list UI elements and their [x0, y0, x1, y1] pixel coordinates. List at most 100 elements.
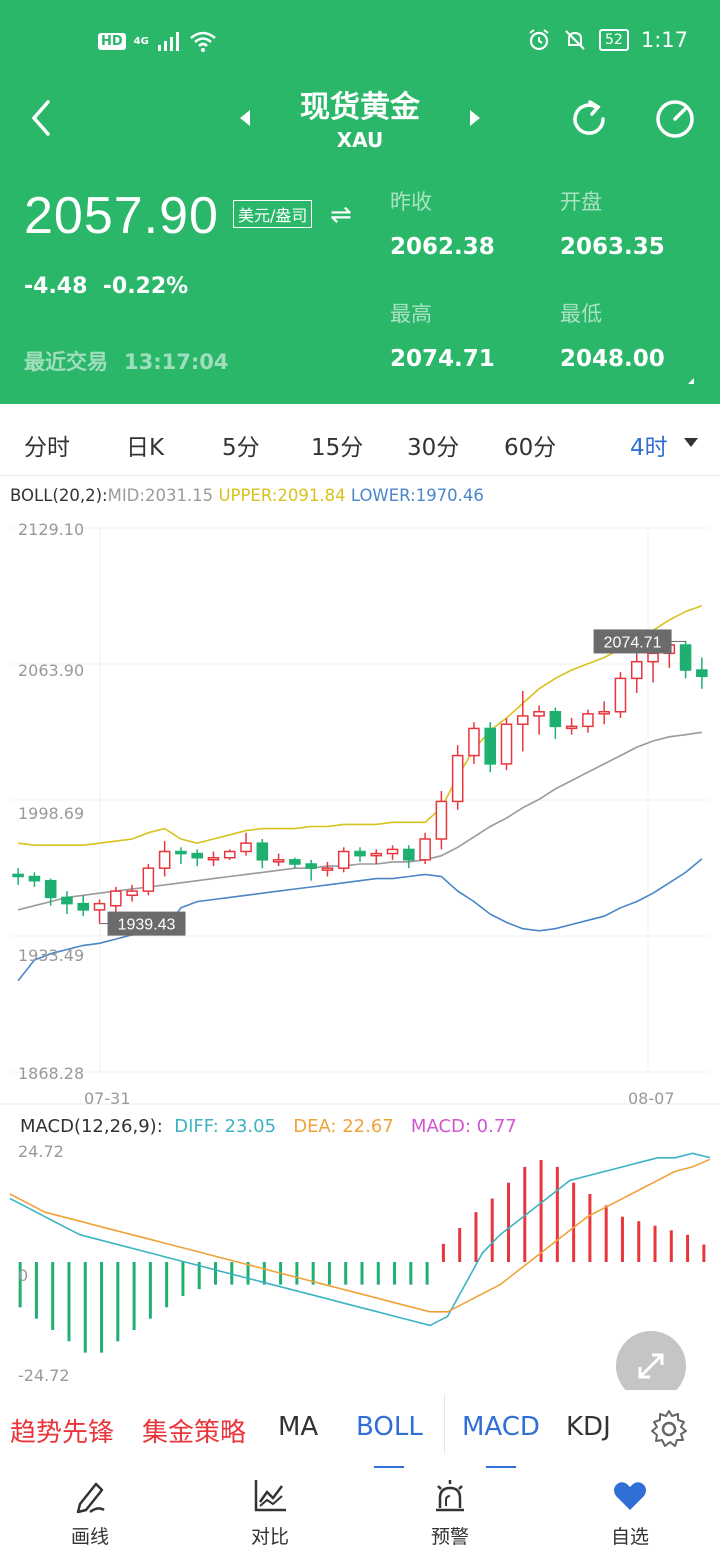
high-annotation-label: 2074.71 [604, 634, 662, 651]
boll-mid: MID:2031.15 [107, 486, 214, 505]
tab-5min[interactable]: 5分 [222, 435, 260, 461]
candle-body [582, 713, 594, 728]
macd-name: MACD(12,26,9): [20, 1116, 163, 1137]
high-label: 最高 [390, 302, 432, 326]
system-indicators: 52 1:17 [527, 28, 688, 52]
status-bar: HD 4G 52 1:17 [0, 22, 720, 66]
unit-toggle[interactable]: 美元/盎司 [233, 200, 313, 228]
tab-daily[interactable]: 日K [126, 435, 165, 461]
tab-15min[interactable]: 15分 [311, 435, 364, 461]
candle-body [191, 852, 204, 859]
signal-icon [157, 32, 179, 51]
macd-y-tick-label: -24.72 [18, 1366, 70, 1385]
gear-icon[interactable] [648, 1408, 690, 1450]
bottom-navigation: 画线 对比 预警 自选 [0, 1468, 720, 1560]
high-value: 2074.71 [390, 346, 495, 372]
prev-close-value: 2062.38 [390, 234, 495, 260]
last-trade-time: 13:17:04 [124, 350, 229, 374]
boll-name: BOLL(20,2): [10, 486, 108, 505]
macd-legend: MACD(12,26,9): DIFF: 23.05 DEA: 22.67 MA… [20, 1116, 517, 1137]
boll-upper-line [18, 604, 703, 847]
candle-body [435, 800, 448, 840]
candle-body [516, 715, 529, 726]
prev-close-label: 昨收 [390, 190, 432, 214]
nav-draw-label: 画线 [70, 1526, 109, 1548]
ma-button[interactable]: MA [278, 1412, 319, 1442]
macd-y-tick-label: 0 [18, 1266, 29, 1285]
macd-button[interactable]: MACD [462, 1412, 540, 1442]
nav-watchlist-label: 自选 [610, 1526, 649, 1548]
last-trade: 最近交易 13:17:04 [24, 346, 244, 376]
symbol-code: XAU [336, 128, 384, 152]
tab-dropdown-icon[interactable] [684, 438, 698, 447]
nav-watchlist[interactable]: 自选 [580, 1476, 680, 1549]
back-icon[interactable] [26, 98, 56, 138]
candle-body [451, 754, 464, 803]
candle-body [500, 723, 513, 765]
previous-symbol-icon[interactable] [236, 106, 256, 130]
candle-body [484, 727, 497, 765]
tab-4hour[interactable]: 4时 [630, 435, 668, 461]
candle-body [44, 879, 57, 899]
trend-pioneer-button[interactable]: 趋势先锋 [10, 1418, 115, 1448]
candle-body [126, 890, 138, 897]
candle-body [223, 850, 236, 859]
boll-upper: UPPER:2091.84 [218, 486, 346, 505]
chart-canvas[interactable]: 2074.71 1939.43 [0, 476, 720, 1390]
candle-body [158, 850, 171, 869]
kdj-button[interactable]: KDJ [566, 1412, 611, 1442]
network-indicators: HD 4G [98, 30, 217, 52]
expand-corner-icon[interactable] [688, 378, 694, 384]
y-tick-label: 1998.69 [18, 804, 85, 823]
candle-body [207, 857, 220, 861]
nav-compare[interactable]: 对比 [220, 1476, 320, 1549]
mute-icon [565, 30, 585, 50]
boll-legend: BOLL(20,2):MID:2031.15 UPPER:2091.84 LOW… [10, 486, 484, 505]
page-title: 现货黄金 [300, 90, 420, 125]
wifi-icon [190, 31, 216, 52]
macd-value: MACD: 0.77 [410, 1116, 517, 1137]
alarm-light-icon [436, 1480, 464, 1512]
low-label: 最低 [560, 302, 602, 326]
low-value: 2048.00 [560, 346, 665, 372]
candle-body [61, 896, 73, 905]
low-annotation-label: 1939.43 [118, 917, 176, 934]
heart-icon [614, 1482, 646, 1510]
boll-lower: LOWER:1970.46 [350, 486, 484, 505]
tab-intraday[interactable]: 分时 [24, 435, 70, 461]
candle-body [386, 848, 399, 855]
tab-60min[interactable]: 60分 [504, 435, 557, 461]
refresh-icon[interactable] [566, 96, 612, 142]
candle-body [142, 867, 155, 892]
expand-icon [638, 1353, 664, 1379]
period-tabs: 分时 日K 5分 15分 30分 60分 4时 [0, 404, 720, 476]
nav-draw[interactable]: 画线 [40, 1476, 140, 1549]
candle-body [679, 644, 692, 671]
swap-unit-icon[interactable]: ⇌ [330, 200, 352, 230]
nav-alert[interactable]: 预警 [400, 1476, 500, 1549]
macd-dea-line [9, 1158, 711, 1313]
candle-body [354, 850, 366, 857]
indicator-divider [444, 1394, 445, 1454]
pen-icon [76, 1482, 105, 1514]
gold-strategy-button[interactable]: 集金策略 [142, 1418, 247, 1448]
low-annotation-box [107, 911, 186, 936]
boll-button[interactable]: BOLL [356, 1412, 423, 1442]
change-value: -4.48 [24, 274, 88, 299]
hd-badge: HD [98, 32, 126, 50]
next-symbol-icon[interactable] [464, 106, 484, 130]
macd-diff: DIFF: 23.05 [174, 1116, 277, 1137]
candle-body [696, 669, 708, 678]
nav-alert-label: 预警 [430, 1526, 469, 1548]
kline-chart[interactable]: 2074.71 1939.43 BOLL(20,2):MID:2031.15 UP… [0, 476, 720, 1401]
candle-body [256, 842, 269, 861]
candle-body [468, 727, 480, 757]
fullscreen-button[interactable] [616, 1331, 686, 1401]
current-price: 2057.90 [24, 187, 219, 245]
macd-y-tick-label: 24.72 [18, 1142, 64, 1161]
y-tick-label: 1933.49 [18, 946, 85, 965]
auto-refresh-icon[interactable] [652, 96, 698, 142]
candle-body [403, 848, 415, 861]
tab-30min[interactable]: 30分 [407, 435, 460, 461]
indicator-bar: 趋势先锋 集金策略 MA BOLL MACD KDJ [0, 1390, 720, 1470]
